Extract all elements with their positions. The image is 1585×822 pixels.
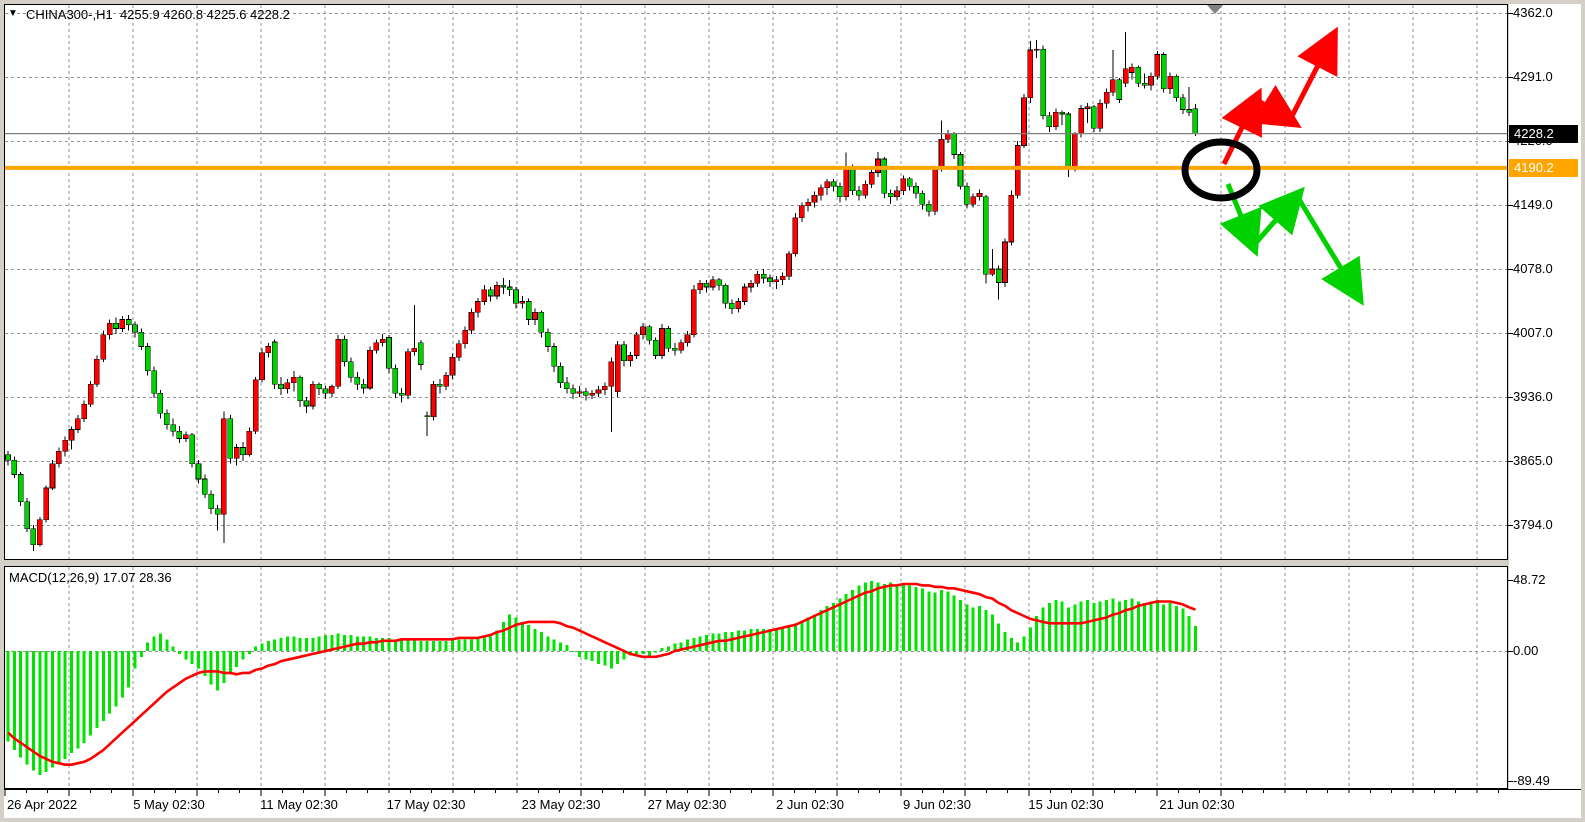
down-forecast-arrow	[1252, 186, 1305, 247]
symbol-dropdown-icon: ▼	[8, 8, 18, 19]
support-line-price-badge: 4190.2	[1509, 159, 1578, 177]
time-axis-label: 5 May 02:30	[133, 797, 205, 812]
price-axis-label: 3865.0	[1513, 453, 1553, 468]
up-forecast-arrow	[1288, 26, 1338, 120]
time-axis-label: 9 Jun 02:30	[903, 797, 971, 812]
time-axis-label: 27 May 02:30	[647, 797, 727, 812]
macd-signal-line	[7, 582, 1196, 767]
symbol-timeframe-label: CHINA300-,H1	[26, 7, 113, 22]
macd-indicator-label: MACD(12,26,9) 17.07 28.36	[9, 570, 172, 585]
time-axis-label: 17 May 02:30	[386, 797, 466, 812]
time-axis-label: 2 Jun 02:30	[776, 797, 844, 812]
chart-header: CHINA300-,H1 4255.9 4260.8 4225.6 4228.2	[26, 7, 290, 22]
time-axis-label: 23 May 02:30	[521, 797, 601, 812]
ohlc-readout: 4255.9 4260.8 4225.6 4228.2	[119, 7, 290, 22]
price-axis-label: 4362.0	[1513, 5, 1553, 20]
candlesticks	[5, 31, 1199, 552]
up-forecast-arrow	[1221, 87, 1262, 166]
macd-axis-label: 48.72	[1513, 572, 1546, 587]
price-axis-label: 4149.0	[1513, 197, 1553, 212]
macd-axis-label: 0.00	[1513, 643, 1539, 658]
time-axis-label: 26 Apr 2022	[6, 797, 78, 812]
price-axis-label: 4291.0	[1513, 69, 1553, 84]
time-axis-label: 11 May 02:30	[260, 797, 338, 812]
time-axis-label: 15 Jun 02:30	[1028, 797, 1104, 812]
price-axis-label: 3794.0	[1513, 517, 1553, 532]
highlight-ellipse	[1181, 138, 1261, 202]
price-axis-label: 4078.0	[1513, 261, 1553, 276]
price-axis-label: 3936.0	[1513, 389, 1553, 404]
current-price-badge: 4228.2	[1509, 125, 1578, 143]
price-axis-label: 4007.0	[1513, 325, 1553, 340]
chart-shift-marker-icon	[1207, 5, 1223, 14]
macd-axis-label: -89.49	[1513, 773, 1550, 789]
down-forecast-arrow	[1294, 194, 1364, 306]
time-axis-label: 21 Jun 02:30	[1159, 797, 1235, 812]
macd-histogram	[6, 581, 1197, 775]
up-forecast-arrow	[1251, 85, 1302, 128]
